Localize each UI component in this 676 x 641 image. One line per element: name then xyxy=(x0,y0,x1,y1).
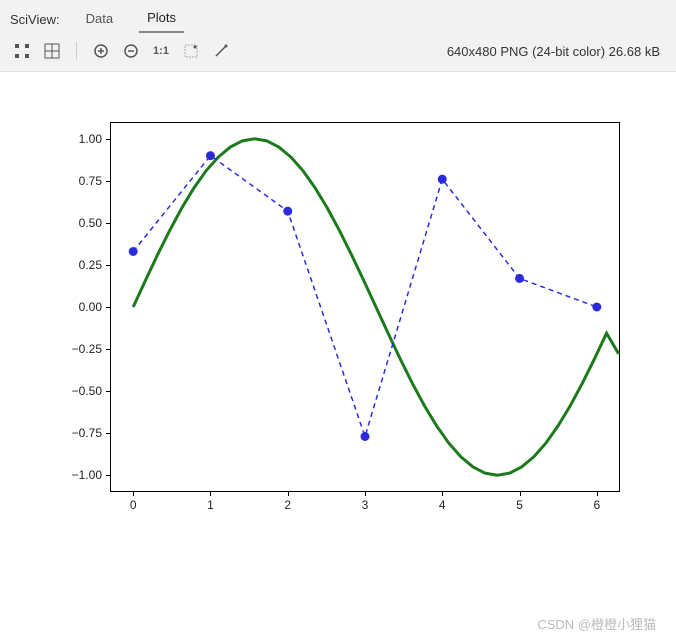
toolbar-separator xyxy=(76,42,77,60)
expand-icon[interactable] xyxy=(12,41,32,61)
xtick-label: 1 xyxy=(200,498,220,512)
tab-plots[interactable]: Plots xyxy=(139,6,184,33)
watermark: CSDN @橙橙小狸猫 xyxy=(537,614,656,633)
grid-icon[interactable] xyxy=(42,41,62,61)
xtick-label: 6 xyxy=(587,498,607,512)
ytick-label: −0.25 xyxy=(62,342,102,356)
sciview-header: SciView: Data Plots 1:1 640x480 PNG (24-… xyxy=(0,0,676,72)
plot-svg xyxy=(50,112,640,522)
xtick-label: 2 xyxy=(278,498,298,512)
eyedropper-icon[interactable] xyxy=(211,41,231,61)
tabs-row: SciView: Data Plots xyxy=(0,0,676,33)
ytick-label: 1.00 xyxy=(62,132,102,146)
ytick-label: 0.00 xyxy=(62,300,102,314)
ytick-label: 0.50 xyxy=(62,216,102,230)
xtick-label: 5 xyxy=(510,498,530,512)
ytick-label: −0.75 xyxy=(62,426,102,440)
image-info: 640x480 PNG (24-bit color) 26.68 kB xyxy=(447,44,664,59)
ytick-label: 0.25 xyxy=(62,258,102,272)
xtick-label: 4 xyxy=(432,498,452,512)
xtick-label: 0 xyxy=(123,498,143,512)
zoom-out-icon[interactable] xyxy=(121,41,141,61)
ratio-icon[interactable]: 1:1 xyxy=(151,41,171,61)
toolbar: 1:1 640x480 PNG (24-bit color) 26.68 kB xyxy=(0,33,676,71)
ytick-label: −0.50 xyxy=(62,384,102,398)
plot-area: −1.00 −0.75 −0.50 −0.25 0.00 0.25 0.50 0.75 1.00… xyxy=(0,72,676,542)
zoom-in-icon[interactable] xyxy=(91,41,111,61)
xtick-label: 3 xyxy=(355,498,375,512)
fit-icon[interactable] xyxy=(181,41,201,61)
chart-container: −1.00 −0.75 −0.50 −0.25 0.00 0.25 0.50 0.75 1.00… xyxy=(50,112,640,522)
tab-data[interactable]: Data xyxy=(78,7,121,32)
ytick-label: −1.00 xyxy=(62,468,102,482)
panel-label: SciView: xyxy=(10,12,60,27)
ytick-label: 0.75 xyxy=(62,174,102,188)
